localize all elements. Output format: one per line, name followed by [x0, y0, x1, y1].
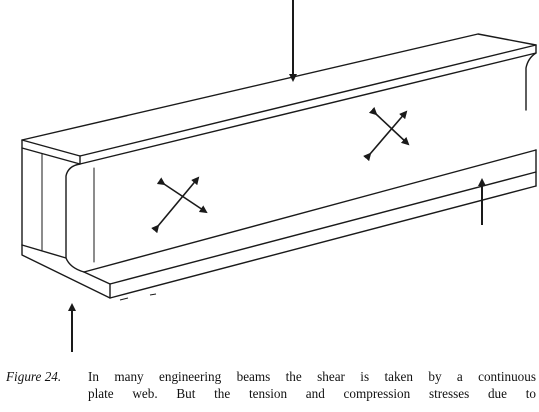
left-end-face: [21, 147, 43, 251]
stress-cross-icon: [151, 176, 208, 234]
ibeam-figure: [21, 0, 537, 352]
caption-line: plate web. But the tension and compressi…: [6, 385, 536, 402]
top-flange: [21, 33, 537, 165]
caption-text-line-2: plate web. But the tension and compressi…: [88, 386, 536, 401]
figure-caption: Figure 24. In many engineering beams the…: [6, 368, 536, 402]
web: [65, 52, 537, 273]
bottom-flange: [21, 149, 537, 299]
caption-indent: [6, 385, 88, 402]
caption-line: Figure 24. In many engineering beams the…: [6, 368, 536, 385]
caption-text-line-1: In many engineering beams the shear is t…: [88, 369, 536, 384]
ibeam-drawing: [21, 0, 537, 352]
figure-label: Figure 24.: [6, 369, 62, 384]
stress-cross-icon: [363, 106, 410, 162]
scan-marks: [119, 293, 157, 301]
